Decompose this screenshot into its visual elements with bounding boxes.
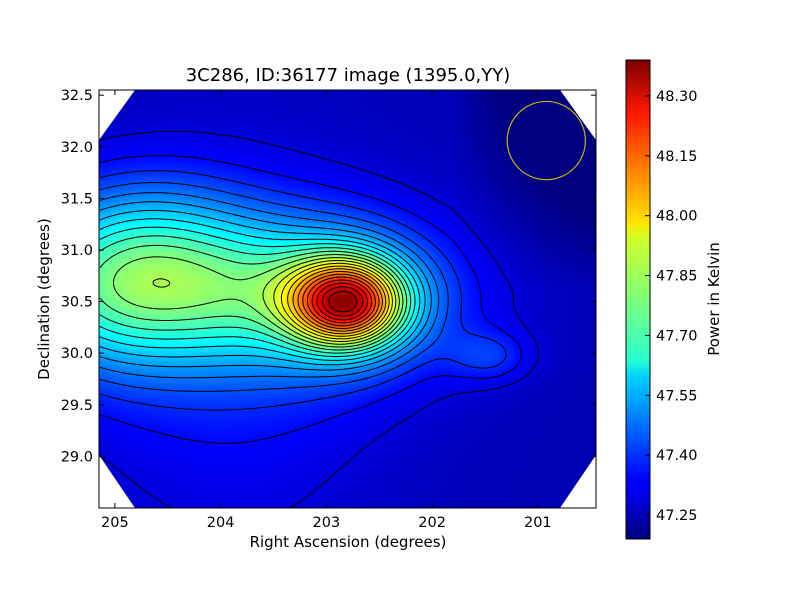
colorbar-label: Power in Kelvin — [705, 242, 723, 356]
colorbar-tick-label: 48.15 — [656, 149, 698, 165]
contour-line — [306, 276, 376, 327]
y-tick-label: 29.0 — [61, 449, 93, 465]
colorbar-tick-label: 47.25 — [656, 508, 698, 524]
contour-line — [321, 286, 364, 317]
contour-line — [99, 244, 408, 351]
y-tick-label: 30.0 — [61, 346, 93, 362]
colorbar-tick-label: 47.85 — [656, 269, 698, 285]
contour-line — [273, 260, 397, 342]
heatmap-image — [99, 90, 596, 508]
contour-line — [99, 235, 412, 354]
x-axis-ticks: 205 204 203 202 201 — [101, 90, 552, 531]
x-axis-label: Right Ascension (degrees) — [250, 533, 447, 551]
contour-line — [99, 209, 426, 366]
colorbar-tick-label: 47.40 — [656, 448, 698, 464]
x-tick-label: 202 — [418, 515, 446, 531]
contour-line — [280, 262, 393, 340]
contour-line — [99, 182, 449, 392]
contour-lines — [99, 130, 539, 508]
y-tick-label: 29.5 — [61, 398, 93, 414]
colorbar-tick-label: 47.55 — [656, 388, 698, 404]
y-tick-label: 32.0 — [61, 140, 93, 156]
contour-line — [99, 201, 432, 371]
y-tick-label: 30.5 — [61, 295, 93, 311]
plot-frame — [98, 89, 597, 509]
y-tick-label: 32.5 — [61, 88, 93, 104]
contour-line — [99, 226, 416, 358]
contour-line — [287, 265, 390, 337]
colorbar-ticks: 48.30 48.15 48.00 47.85 47.70 47.55 47.40 47.25 — [645, 89, 698, 524]
contour-line — [99, 170, 507, 411]
colorbar-tick-label: 48.00 — [656, 209, 698, 225]
colorbar-frame — [625, 59, 651, 540]
contour-line — [113, 254, 404, 348]
colorbar-gradient — [626, 60, 650, 539]
x-tick-label: 201 — [524, 515, 552, 531]
contour-line — [302, 273, 380, 329]
x-tick-label: 204 — [207, 515, 235, 531]
contour-line — [99, 155, 522, 444]
contour-line — [297, 271, 383, 332]
contour-line — [99, 218, 421, 361]
colorbar: 48.30 48.15 48.00 47.85 47.70 47.55 47.40 47.25… — [625, 59, 723, 540]
colorbar-tick-label: 48.30 — [656, 89, 698, 105]
beam-circle — [506, 100, 587, 181]
contour-line — [99, 192, 440, 379]
y-axis-ticks: 32.5 32.0 31.5 31.0 30.5 30.0 29.5 29.0 — [61, 88, 596, 465]
y-tick-label: 31.0 — [61, 243, 93, 259]
contour-line — [316, 282, 369, 321]
colorbar-tick-label: 47.70 — [656, 328, 698, 344]
chart-title: 3C286, ID:36177 image (1395.0,YY) — [186, 65, 511, 86]
contour-line — [328, 290, 358, 313]
contour-line — [292, 268, 387, 335]
x-tick-label: 203 — [313, 515, 341, 531]
x-tick-label: 205 — [101, 515, 129, 531]
y-tick-label: 31.5 — [61, 191, 93, 207]
contour-line — [99, 130, 539, 508]
contour-line — [152, 257, 400, 345]
y-axis-label: Declination (degrees) — [35, 218, 53, 380]
contour-line — [311, 279, 373, 324]
